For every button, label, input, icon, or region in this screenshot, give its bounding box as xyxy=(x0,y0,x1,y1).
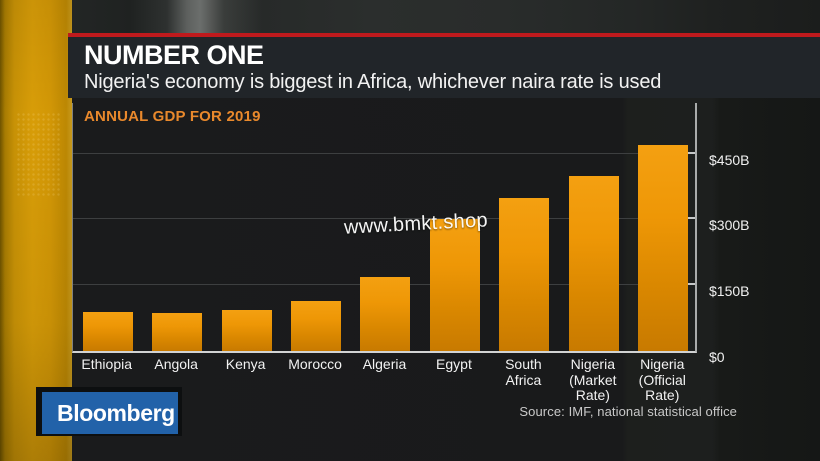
y-tick-450 xyxy=(686,151,695,154)
bar-morocco xyxy=(291,301,342,351)
x-axis-label-line: Algeria xyxy=(362,356,407,372)
x-axis-label-3: Morocco xyxy=(280,356,349,373)
y-axis-label-300: $300B xyxy=(709,217,750,234)
y-axis-label-0: $0 xyxy=(709,349,725,365)
y-axis-labels: $0 $150B $300B $450B xyxy=(699,103,779,365)
bar-band-1 xyxy=(142,101,211,351)
studio-background-band xyxy=(72,0,820,33)
x-axis-label-6: South Africa xyxy=(489,356,558,388)
gridline-300 xyxy=(73,218,695,220)
y-axis-label-150: $150B xyxy=(709,283,750,300)
bar-algeria xyxy=(360,277,411,351)
bar-band-4 xyxy=(351,101,420,351)
headline-kicker: NUMBER ONE xyxy=(84,40,264,70)
bar-kenya xyxy=(221,309,272,351)
headline-subtitle: Nigeria's economy is biggest in Africa, … xyxy=(84,71,662,93)
x-axis-label-1: Angola xyxy=(141,356,210,373)
x-axis-label-line: Kenya xyxy=(225,356,266,372)
gridline-450 xyxy=(73,152,695,154)
plot-area xyxy=(72,103,697,353)
bar-nigeria-market-rate xyxy=(568,175,619,351)
strip-dot-texture xyxy=(16,112,60,196)
x-axis-label-line: Rate) xyxy=(645,387,680,403)
x-axis-label-8: Nigeria (Official Rate) xyxy=(628,356,697,404)
bar-band-5 xyxy=(420,101,489,351)
strip-shading xyxy=(0,0,72,461)
source-attribution: Source: IMF, national statistical office xyxy=(519,404,737,419)
bar-ethiopia xyxy=(82,311,133,351)
x-axis-label-line: South xyxy=(505,356,542,372)
x-axis-label-line: Morocco xyxy=(288,356,342,372)
y-axis-label-450: $450B xyxy=(709,151,750,168)
bar-nigeria-official-rate xyxy=(638,144,689,351)
bar-band-0 xyxy=(73,101,142,351)
x-axis-label-line: Egypt xyxy=(436,356,472,372)
bar-egypt xyxy=(429,218,480,351)
x-axis-label-line: Africa xyxy=(505,371,542,388)
headline-banner: NUMBER ONE Nigeria's economy is biggest … xyxy=(68,37,820,98)
bar-band-8 xyxy=(629,101,698,351)
x-axis-label-line: Nigeria xyxy=(640,356,685,372)
x-axis-label-line: Angola xyxy=(154,356,198,372)
bar-angola xyxy=(152,312,203,351)
x-axis-label-5: Egypt xyxy=(419,356,488,373)
bar-south-africa xyxy=(499,197,550,351)
bar-band-7 xyxy=(559,101,628,351)
bar-band-2 xyxy=(212,101,281,351)
x-axis-label-4: Algeria xyxy=(350,356,419,373)
x-axis-label-2: Kenya xyxy=(211,356,280,373)
bar-band-3 xyxy=(281,101,350,351)
y-tick-300 xyxy=(686,217,695,220)
x-axis-label-7: Nigeria (Market Rate) xyxy=(558,356,627,404)
bar-band-6 xyxy=(490,101,559,351)
x-axis-label-0: Ethiopia xyxy=(72,356,141,373)
x-axis-label-line: Rate) xyxy=(575,387,610,403)
left-accent-strip xyxy=(0,0,72,461)
red-accent-rule xyxy=(68,33,820,37)
chart-title: ANNUAL GDP FOR 2019 xyxy=(84,108,261,125)
x-axis-label-line: Ethiopia xyxy=(81,356,133,372)
x-axis-labels: Ethiopia Angola Kenya Morocco Algeria Egypt So… xyxy=(72,356,697,407)
x-axis-label-line: Nigeria xyxy=(570,356,615,372)
bloomberg-logo: Bloomberg xyxy=(42,392,178,434)
x-axis-label-line: (Market xyxy=(569,371,617,388)
y-tick-150 xyxy=(686,283,695,286)
x-axis-label-line: (Official xyxy=(638,371,686,388)
